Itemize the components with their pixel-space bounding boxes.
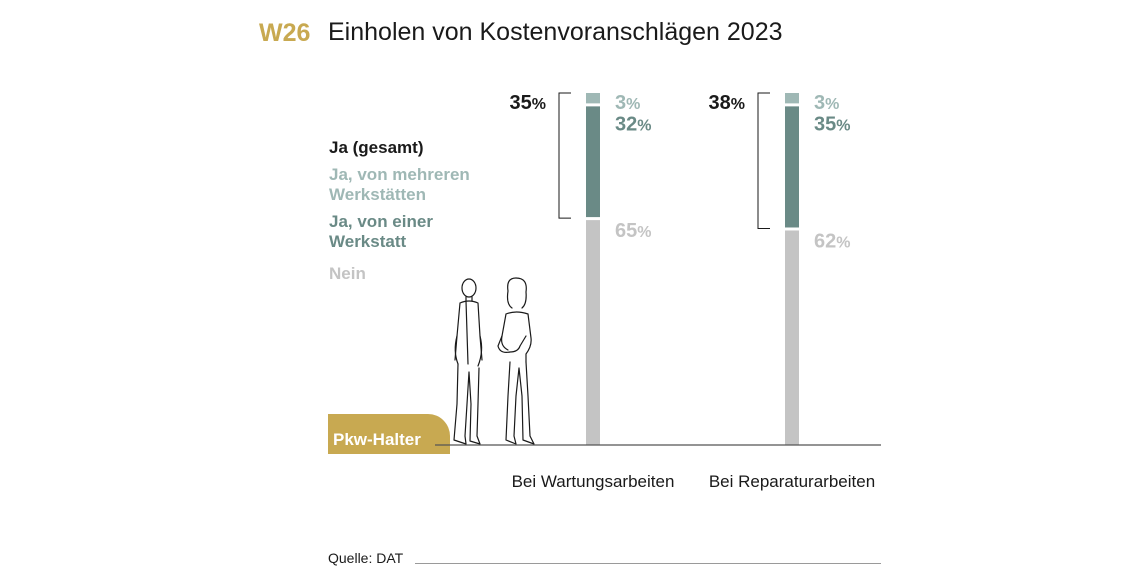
label-ja-gesamt-2: 38% [709,92,745,114]
pkw-halter-badge: Pkw-Halter [328,414,450,454]
figure-id: W26 [259,19,311,47]
woman-head [506,277,527,309]
label-nein-1: 65% [615,220,651,242]
bar-nein-1 [586,220,600,445]
label-nein-2: 62% [814,230,850,252]
category-label-2: Bei Reparaturarbeiten [709,472,875,491]
label-mehrere-2: 3% [814,92,839,114]
legend-eine-werkstatt: Ja, von einer Werkstatt [329,212,433,251]
woman-legs [505,361,535,445]
bar-nein-2 [785,230,799,445]
label-ja-gesamt-1: 35% [510,92,546,114]
man-head [461,278,477,298]
bar-mehrere-2 [785,93,799,104]
source-label: Quelle: DAT [328,550,404,566]
category-label-1: Bei Wartungsarbeiten [512,472,675,491]
man-legs [453,363,481,445]
legend-mehrere-werkstaetten: Ja, von mehreren Werkstätten [329,165,470,204]
label-einer-2: 35% [814,113,850,135]
people-illustration [453,277,535,445]
bracket-ja-gesamt-2 [757,92,770,229]
label-mehrere-1: 3% [615,92,640,114]
pkw-halter-label: Pkw-Halter [333,430,421,449]
bar-einer-1 [586,106,600,218]
label-einer-1: 32% [615,113,651,135]
bar-mehrere-1 [586,93,600,104]
legend-ja-gesamt: Ja (gesamt) [329,138,424,157]
chart-title: Einholen von Kostenvoranschlägen 2023 [328,18,783,46]
bracket-ja-gesamt-1 [558,92,571,219]
legend-nein: Nein [329,264,366,283]
source-divider [415,563,881,564]
bar-einer-2 [785,106,799,228]
